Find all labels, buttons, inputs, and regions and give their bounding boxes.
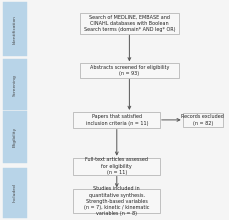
Text: Eligibility: Eligibility bbox=[13, 127, 17, 147]
Text: Identification: Identification bbox=[13, 15, 17, 44]
FancyBboxPatch shape bbox=[3, 111, 27, 163]
Text: Records excluded
(n = 82): Records excluded (n = 82) bbox=[181, 114, 224, 125]
FancyBboxPatch shape bbox=[73, 158, 160, 175]
Text: Abstracts screened for eligibility
(n = 93): Abstracts screened for eligibility (n = … bbox=[90, 65, 169, 76]
Text: Studies included in
quantitative synthesis.
Strength-based variables
(n = 7), ki: Studies included in quantitative synthes… bbox=[84, 186, 150, 216]
FancyBboxPatch shape bbox=[183, 113, 223, 127]
Text: Papers that satisfied
inclusion criteria (n = 11): Papers that satisfied inclusion criteria… bbox=[86, 114, 148, 125]
FancyBboxPatch shape bbox=[73, 112, 160, 128]
FancyBboxPatch shape bbox=[80, 13, 179, 33]
FancyBboxPatch shape bbox=[3, 168, 27, 218]
FancyBboxPatch shape bbox=[3, 59, 27, 110]
FancyBboxPatch shape bbox=[73, 189, 160, 213]
FancyBboxPatch shape bbox=[80, 63, 179, 77]
FancyBboxPatch shape bbox=[3, 2, 27, 56]
Text: Full-text articles assessed
for eligibility
(n = 11): Full-text articles assessed for eligibil… bbox=[85, 157, 148, 175]
Text: Screening: Screening bbox=[13, 74, 17, 96]
Text: Search of MEDLINE, EMBASE and
CINAHL databases with Boolean
Search terms (domain: Search of MEDLINE, EMBASE and CINAHL dat… bbox=[84, 14, 175, 32]
Text: Included: Included bbox=[13, 184, 17, 202]
